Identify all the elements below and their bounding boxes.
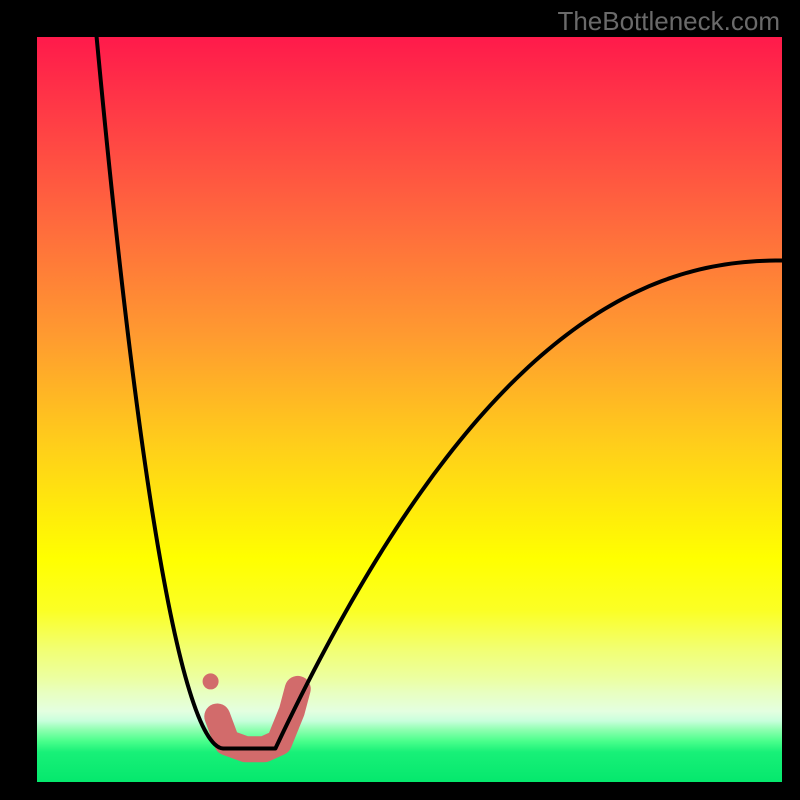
chart-svg xyxy=(37,37,782,782)
highlight-path xyxy=(217,689,297,749)
highlight-group xyxy=(203,673,298,749)
plot-area xyxy=(37,37,782,782)
bottleneck-curve xyxy=(97,37,782,748)
highlight-dot xyxy=(203,673,219,689)
watermark-text: TheBottleneck.com xyxy=(557,6,780,37)
